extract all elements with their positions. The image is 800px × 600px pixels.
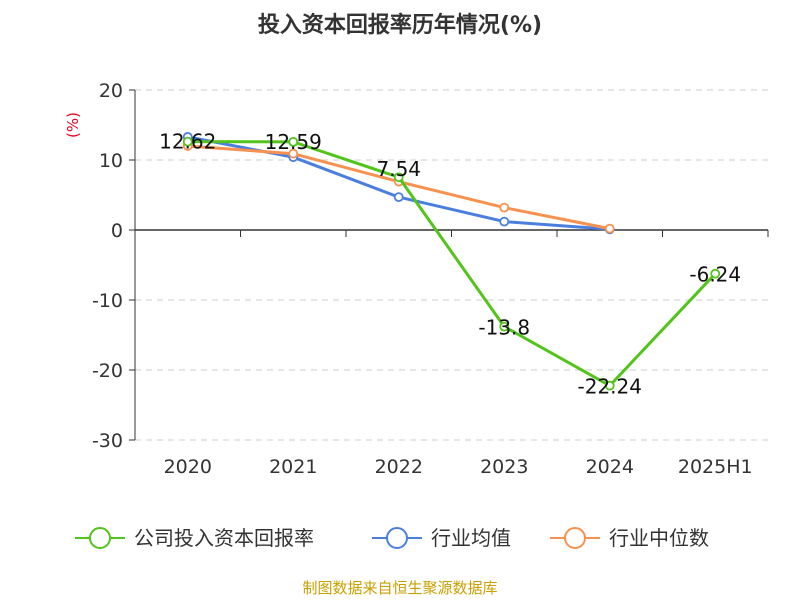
legend-item-1[interactable]: 行业均值 xyxy=(372,526,511,550)
x-tick-label: 2021 xyxy=(269,456,317,478)
x-tick-label: 2024 xyxy=(586,456,634,478)
x-tick-label: 2025H1 xyxy=(678,456,753,478)
x-tick-label: 2020 xyxy=(164,456,212,478)
data-point xyxy=(393,172,404,183)
y-tick-label: 20 xyxy=(99,80,123,102)
y-axis-label: (%) xyxy=(64,112,82,138)
data-point xyxy=(604,223,615,234)
chart-title: 投入资本回报率历年情况(%) xyxy=(258,12,542,38)
data-label: -13.8 xyxy=(478,316,530,340)
data-point xyxy=(288,136,299,147)
x-tick-label: 2022 xyxy=(375,456,423,478)
data-point xyxy=(499,216,510,227)
legend-item-2[interactable]: 行业中位数 xyxy=(550,526,709,550)
data-label: -6.24 xyxy=(689,263,741,287)
series-line-0 xyxy=(187,140,717,388)
legend-item-0[interactable]: 公司投入资本回报率 xyxy=(75,526,314,550)
legend-marker xyxy=(89,527,111,549)
data-label: 12.62 xyxy=(159,130,216,154)
series-lines xyxy=(182,131,721,391)
y-tick-label: -20 xyxy=(92,360,123,382)
data-label: 12.59 xyxy=(265,130,322,154)
y-tick-label: 0 xyxy=(111,220,123,242)
data-point xyxy=(604,380,615,391)
data-point xyxy=(499,321,510,332)
legend[interactable]: 公司投入资本回报率 行业均值 行业中位数 xyxy=(75,526,709,550)
y-tick-label: -10 xyxy=(92,290,123,312)
y-tick-label: 10 xyxy=(99,150,123,172)
legend-label: 行业中位数 xyxy=(609,526,709,550)
data-labels: 12.62 12.59 7.54 -13.8 -22.24 -6.24 xyxy=(159,130,741,399)
legend-label: 行业均值 xyxy=(431,526,511,550)
data-point xyxy=(499,202,510,213)
x-tick-label: 2023 xyxy=(480,456,528,478)
data-point xyxy=(710,268,721,279)
y-tick-label: -30 xyxy=(92,430,123,452)
legend-label: 公司投入资本回报率 xyxy=(134,526,314,550)
data-point xyxy=(393,192,404,203)
data-point xyxy=(182,136,193,147)
data-label: -22.24 xyxy=(578,375,642,399)
axes: 20 10 0 -10 -20 -30 2020 2021 2022 2023 2024 2025H1 xyxy=(92,80,769,478)
legend-marker xyxy=(386,527,408,549)
source-note: 制图数据来自恒生聚源数据库 xyxy=(302,579,497,597)
data-point xyxy=(288,148,299,159)
legend-marker xyxy=(564,527,586,549)
data-label: 7.54 xyxy=(376,157,421,181)
